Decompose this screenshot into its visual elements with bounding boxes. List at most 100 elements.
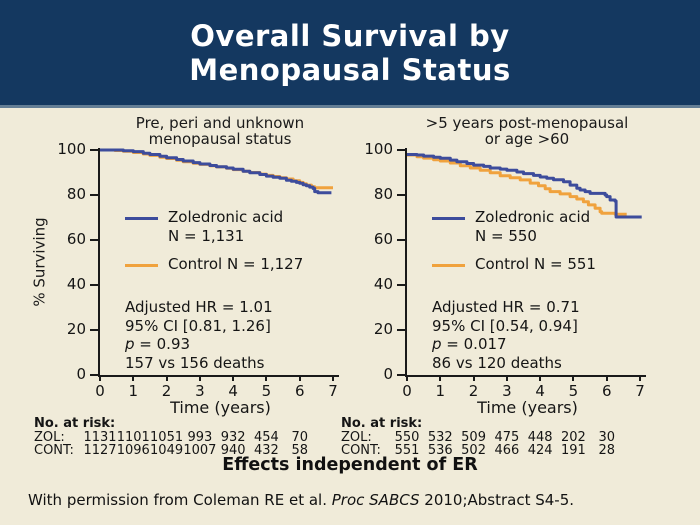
confidence-interval: 95% CI [0.81, 1.26] [125, 316, 271, 335]
at-risk-value: 550 [394, 430, 420, 445]
y-tick-label: 80 [373, 185, 393, 203]
legend-item-zoledronic: Zoledronic acid N = 1,131 [125, 208, 303, 246]
y-tick-mark [90, 149, 98, 151]
curve-zoledronic-acid [407, 153, 642, 219]
confidence-interval: 95% CI [0.54, 0.94] [432, 316, 578, 335]
at-risk-value: 475 [494, 430, 520, 445]
legend-item-control: Control N = 551 [432, 255, 596, 274]
y-axis-line [98, 148, 100, 377]
at-risk-row-cont: CONT: 551 536 502 466 424 191 28 [317, 443, 667, 458]
x-tick-label: 0 [95, 382, 105, 400]
curve-control [407, 153, 627, 216]
chart-title: Pre, peri and unknown menopausal status [65, 115, 375, 147]
x-tick-mark [572, 375, 575, 381]
at-risk-value: 448 [527, 430, 553, 445]
x-tick-label: 3 [195, 382, 205, 400]
at-risk-value: 932 [220, 430, 246, 445]
legend-label: Zoledronic acid N = 1,131 [168, 208, 284, 245]
x-tick-mark [332, 375, 335, 381]
at-risk-value: 940 [220, 443, 246, 458]
attribution-footer: With permission from Coleman RE et al. P… [28, 491, 575, 509]
x-tick-mark [99, 375, 101, 381]
at-risk-value: 454 [254, 430, 279, 445]
at-risk-heading: No. at risk: [34, 416, 116, 431]
at-risk-value: 202 [561, 430, 586, 445]
y-tick-mark [90, 284, 98, 286]
chart-title-line1: Pre, peri and unknown [135, 114, 305, 132]
chart-title: >5 years post-menopausal or age >60 [372, 115, 682, 147]
y-tick-label: 60 [66, 230, 86, 248]
x-tick-mark [639, 375, 642, 381]
at-risk-value: 28 [598, 443, 615, 458]
hazard-ratio: Adjusted HR = 0.71 [432, 298, 580, 316]
legend-item-control: Control N = 1,127 [125, 255, 303, 274]
at-risk-value: 1051 [150, 430, 184, 445]
x-tick-mark [198, 375, 201, 381]
at-risk-value: 70 [291, 430, 308, 445]
x-tick-mark [505, 375, 508, 381]
survival-chart-postmenopausal: >5 years post-menopausal or age >60 Zole… [317, 110, 667, 470]
survival-chart-premenopausal: Pre, peri and unknown menopausal status … [10, 110, 360, 470]
slide-title-line1: Overall Survival by [190, 18, 510, 53]
curve-zoledronic-acid [100, 148, 332, 195]
at-risk-value: 1049 [150, 443, 184, 458]
x-tick-label: 2 [468, 382, 479, 400]
at-risk-value: 1101 [116, 430, 150, 445]
x-tick-mark [605, 375, 608, 381]
y-tick-mark [90, 194, 98, 196]
chart-title-line1: >5 years post-menopausal [425, 114, 629, 132]
x-tick-label: 0 [402, 382, 412, 400]
y-tick-label: 100 [364, 140, 393, 158]
at-risk-row-label: CONT: [34, 443, 74, 458]
x-tick-label: 4 [228, 382, 238, 400]
y-tick-mark [397, 149, 405, 151]
y-tick-label: 20 [66, 320, 86, 338]
control-line-swatch [125, 264, 158, 267]
at-risk-value: 191 [561, 443, 586, 458]
effects-note: Effects independent of ER [222, 455, 478, 475]
at-risk-value: 432 [254, 443, 279, 458]
at-risk-value: 1096 [116, 443, 150, 458]
x-tick-label: 1 [128, 382, 139, 400]
y-tick-label: 40 [66, 275, 86, 293]
chart-title-line2: menopausal status [148, 130, 292, 148]
chart-title-line2: or age >60 [484, 130, 570, 148]
at-risk-value: 58 [291, 443, 308, 458]
x-tick-label: 1 [435, 382, 446, 400]
y-axis-label: % Surviving [30, 217, 49, 307]
y-tick-mark [90, 329, 98, 331]
x-tick-label: 7 [328, 382, 338, 400]
slide-title-line2: Menopausal Status [189, 52, 511, 87]
at-risk-value: 502 [461, 443, 486, 458]
at-risk-value: 532 [427, 430, 453, 445]
survival-curves [407, 153, 642, 219]
at-risk-value: 30 [598, 430, 615, 445]
at-risk-value: 1127 [83, 443, 117, 458]
at-risk-value: 536 [427, 443, 453, 458]
at-risk-value: 1131 [83, 430, 117, 445]
y-tick-label: 0 [383, 365, 393, 383]
at-risk-value: 509 [461, 430, 486, 445]
x-tick-mark [232, 375, 235, 381]
x-tick-label: 6 [601, 382, 612, 400]
survival-curves [100, 148, 333, 195]
y-tick-label: 0 [76, 365, 86, 383]
at-risk-row-label: ZOL: [341, 430, 372, 445]
y-tick-mark [397, 239, 405, 241]
x-axis-title: Time (years) [170, 398, 271, 417]
x-axis-line [98, 375, 339, 377]
at-risk-value: 424 [527, 443, 553, 458]
x-tick-mark [265, 375, 268, 381]
at-risk-row-label: CONT: [341, 443, 381, 458]
y-tick-label: 20 [373, 320, 393, 338]
y-tick-mark [90, 374, 98, 376]
at-risk-heading: No. at risk: [341, 416, 423, 431]
at-risk-value: 1007 [183, 443, 217, 458]
x-axis-line [405, 375, 646, 377]
at-risk-row-label: ZOL: [34, 430, 65, 445]
x-tick-mark [165, 375, 168, 381]
legend-label: Control N = 1,127 [168, 255, 304, 273]
x-tick-mark [472, 375, 475, 381]
x-tick-label: 7 [635, 382, 645, 400]
